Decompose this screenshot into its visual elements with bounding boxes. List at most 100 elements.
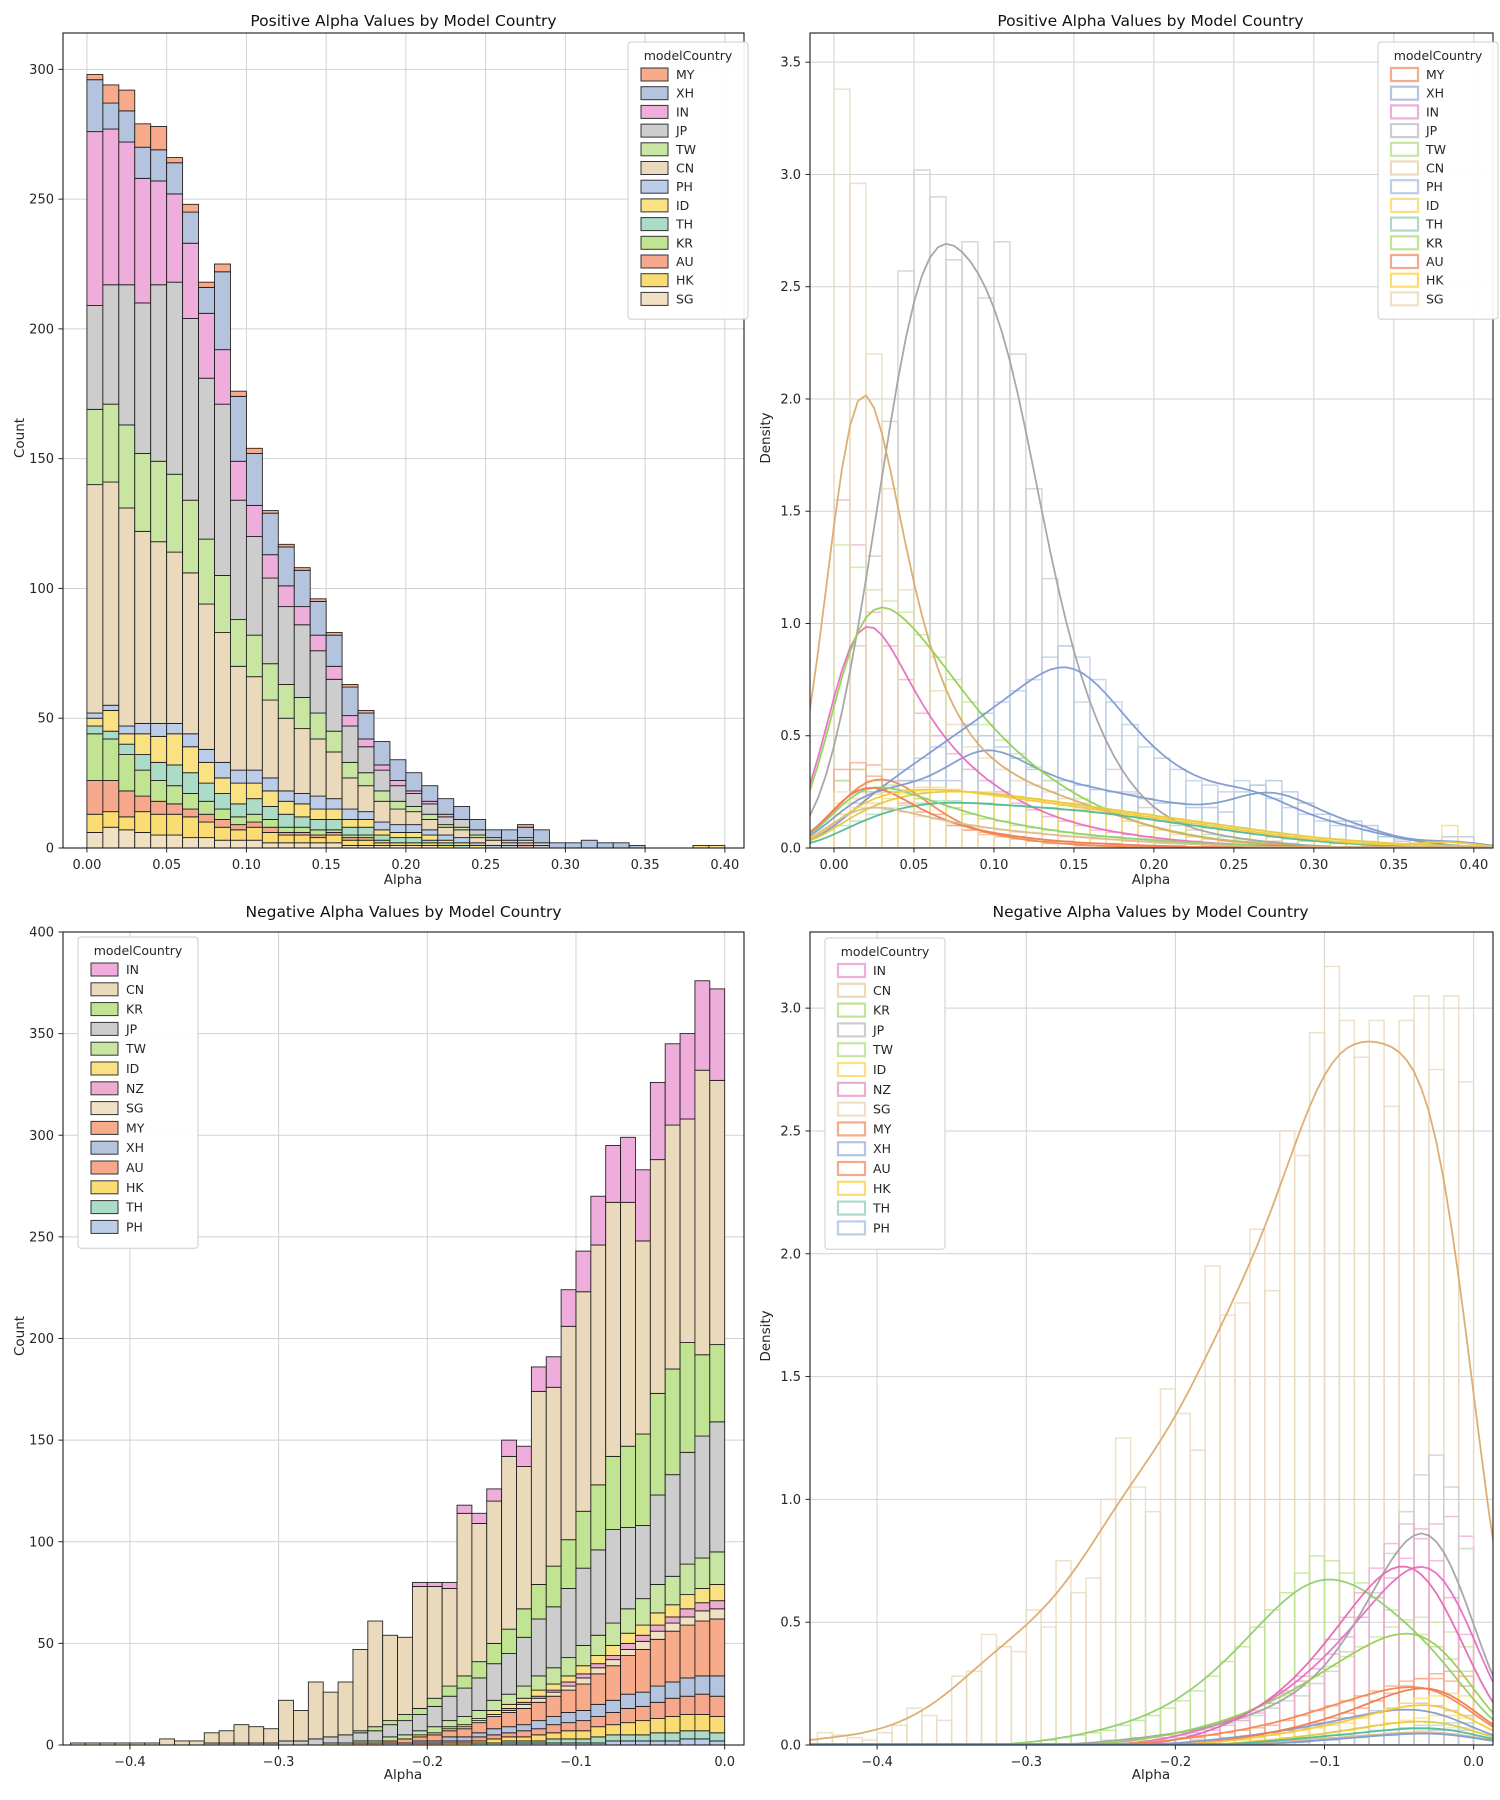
density-bar-PH xyxy=(1297,813,1315,848)
density-bar-CN xyxy=(1308,1031,1326,1745)
bar-segment-ID xyxy=(560,1675,577,1683)
bar-segment-JP xyxy=(325,678,343,732)
bar-segment-CN xyxy=(545,1386,562,1567)
legend-entry-KR: KR xyxy=(836,1002,890,1018)
tick-label: 300 xyxy=(29,63,54,78)
bar-segment-KR xyxy=(560,1539,577,1589)
legend-entry-TW: TW xyxy=(836,1042,893,1058)
bar-segment-XH xyxy=(441,1736,458,1742)
bar-segment-CN xyxy=(86,484,104,714)
legend-label-JP: JP xyxy=(675,123,688,138)
bar-segment-HK xyxy=(245,826,263,841)
bar-segment-KR xyxy=(261,819,279,828)
bar-segment-KR xyxy=(620,1445,636,1528)
bar-segment-XH xyxy=(277,546,295,587)
tick-label: 0.0 xyxy=(1463,1755,1484,1770)
bar-segment-JP xyxy=(245,536,263,636)
legend-swatch-PH xyxy=(90,1219,119,1234)
bar-segment-HK xyxy=(560,1730,577,1740)
bar-segment-CN xyxy=(605,1201,622,1457)
legend-swatch-XH xyxy=(90,1140,119,1155)
legend-label-AU: AU xyxy=(126,1160,144,1175)
y-axis-label: Density xyxy=(758,412,774,464)
bar-segment-JP xyxy=(441,1695,458,1722)
tick-label: 0.0 xyxy=(780,1739,801,1754)
bar-segment-TH xyxy=(590,1736,607,1744)
legend-label-ID: ID xyxy=(1426,198,1439,213)
legend-label-AU: AU xyxy=(676,254,694,269)
density-bar-ID xyxy=(881,797,899,848)
bar-segment-XH xyxy=(501,1726,517,1734)
bar-segment-ID xyxy=(590,1655,607,1665)
bar-segment-KR xyxy=(694,1354,711,1437)
bar-segment-AU xyxy=(635,1705,651,1722)
bar-segment-XH xyxy=(293,569,311,608)
tick-label: −0.4 xyxy=(114,1755,146,1770)
bar-segment-CN xyxy=(245,676,263,771)
bar-segment-CN xyxy=(325,751,343,800)
legend-entry-SG: SG xyxy=(640,291,694,306)
density-bar-IN xyxy=(1368,1596,1385,1745)
legend-entry-XH: XH xyxy=(90,1140,144,1155)
density-bar-TH xyxy=(993,804,1011,848)
bar-segment-SG xyxy=(575,1677,592,1685)
legend-label-PH: PH xyxy=(126,1219,143,1234)
bar-segment-XH xyxy=(635,1691,651,1707)
bar-segment-IN xyxy=(341,715,359,727)
y-axis-label: Density xyxy=(758,1310,774,1362)
tick-label: 2.0 xyxy=(780,1247,801,1262)
bar-segment-AU xyxy=(198,813,215,823)
legend-swatch-KR xyxy=(90,1002,119,1017)
bar-segment-IN xyxy=(426,1581,443,1587)
bar-segment-SG xyxy=(86,832,104,848)
bar-segment-TH xyxy=(635,1734,651,1742)
bar-segment-SG xyxy=(198,837,215,848)
legend-entry-TH: TH xyxy=(90,1200,143,1215)
density-bar-KR xyxy=(1398,1621,1415,1745)
density-bar-PH xyxy=(1041,656,1059,848)
bar-segment-AU xyxy=(182,808,199,818)
bar-segment-TW xyxy=(397,1734,413,1740)
tick-label: 0.5 xyxy=(780,729,801,744)
bar-segment-MY xyxy=(620,1655,636,1695)
bar-segment-ID xyxy=(545,1683,562,1691)
bar-segment-TW xyxy=(516,1685,532,1699)
bar-segment-SG xyxy=(635,1640,651,1650)
density-bar-CN xyxy=(1010,1650,1027,1745)
bar-segment-SG xyxy=(134,832,152,848)
axes-ticks xyxy=(58,68,726,853)
bar-segment-PH xyxy=(373,821,391,831)
density-bar-JP xyxy=(1089,734,1107,848)
bar-segment-TW xyxy=(664,1575,681,1606)
bar-segment-CN xyxy=(102,481,120,706)
bar-segment-CN xyxy=(188,1740,205,1745)
bar-segment-KR xyxy=(397,1714,413,1722)
bar-segment-IN xyxy=(560,1289,577,1327)
bar-segment-XH xyxy=(150,149,168,182)
bar-segment-TH xyxy=(198,782,215,802)
tick-label: 0.05 xyxy=(152,858,181,873)
bar-segment-JP xyxy=(437,816,455,826)
legend-label-PH: PH xyxy=(1426,179,1443,194)
density-bar-IN xyxy=(897,678,915,848)
bar-segment-MY xyxy=(357,710,375,714)
kde-curves xyxy=(810,1040,1493,1745)
tick-label: 0.10 xyxy=(979,858,1008,873)
legend-label-SG: SG xyxy=(126,1101,144,1116)
bar-segment-IN xyxy=(605,1144,622,1203)
bar-segment-CN xyxy=(373,800,391,823)
bar-segment-CN xyxy=(278,1699,294,1742)
bar-segment-ID xyxy=(214,777,231,794)
bar-segment-MY xyxy=(590,1673,607,1705)
density-bar-JP xyxy=(977,297,995,848)
bar-segment-SG xyxy=(516,1703,532,1709)
legend-swatch-NZ xyxy=(90,1081,119,1096)
bar-segment-SG xyxy=(118,829,136,848)
bar-segment-CN xyxy=(456,1512,473,1677)
legend-swatch-HK xyxy=(1389,272,1420,288)
density-bar-HK xyxy=(1368,1712,1385,1745)
x-axis-label: Alpha xyxy=(383,1767,423,1783)
density-bar-JP xyxy=(1009,353,1027,848)
legend-entry-TW: TW xyxy=(640,142,696,157)
legend-entry-PH: PH xyxy=(90,1219,143,1234)
